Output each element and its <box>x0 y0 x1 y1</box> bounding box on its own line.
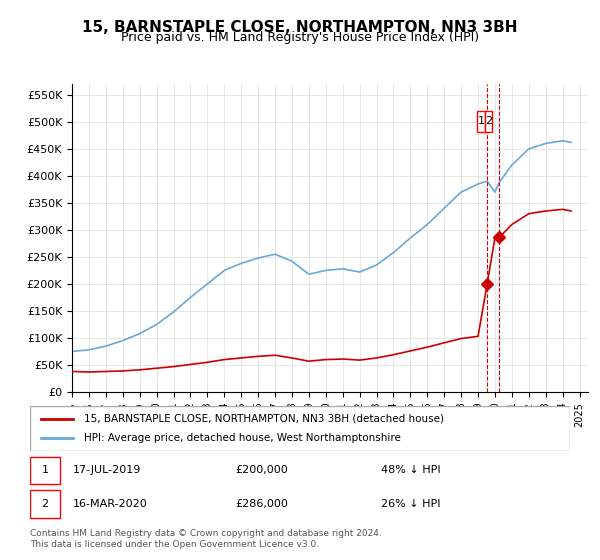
Text: 16-MAR-2020: 16-MAR-2020 <box>73 499 148 509</box>
Text: £200,000: £200,000 <box>235 465 288 475</box>
Text: 2: 2 <box>485 116 492 127</box>
Text: 2: 2 <box>41 499 49 509</box>
Text: Price paid vs. HM Land Registry's House Price Index (HPI): Price paid vs. HM Land Registry's House … <box>121 31 479 44</box>
Text: 1: 1 <box>478 116 484 127</box>
Text: 17-JUL-2019: 17-JUL-2019 <box>73 465 142 475</box>
Text: 15, BARNSTAPLE CLOSE, NORTHAMPTON, NN3 3BH (detached house): 15, BARNSTAPLE CLOSE, NORTHAMPTON, NN3 3… <box>84 413 444 423</box>
Bar <box>477 111 485 132</box>
Text: HPI: Average price, detached house, West Northamptonshire: HPI: Average price, detached house, West… <box>84 433 401 444</box>
Bar <box>485 111 493 132</box>
Text: £286,000: £286,000 <box>235 499 288 509</box>
Bar <box>30 456 60 484</box>
Text: Contains HM Land Registry data © Crown copyright and database right 2024.
This d: Contains HM Land Registry data © Crown c… <box>30 529 382 549</box>
Bar <box>30 490 60 517</box>
Text: 48% ↓ HPI: 48% ↓ HPI <box>381 465 440 475</box>
Text: 15, BARNSTAPLE CLOSE, NORTHAMPTON, NN3 3BH: 15, BARNSTAPLE CLOSE, NORTHAMPTON, NN3 3… <box>82 20 518 35</box>
Text: 26% ↓ HPI: 26% ↓ HPI <box>381 499 440 509</box>
Text: 1: 1 <box>41 465 49 475</box>
FancyBboxPatch shape <box>30 406 570 451</box>
